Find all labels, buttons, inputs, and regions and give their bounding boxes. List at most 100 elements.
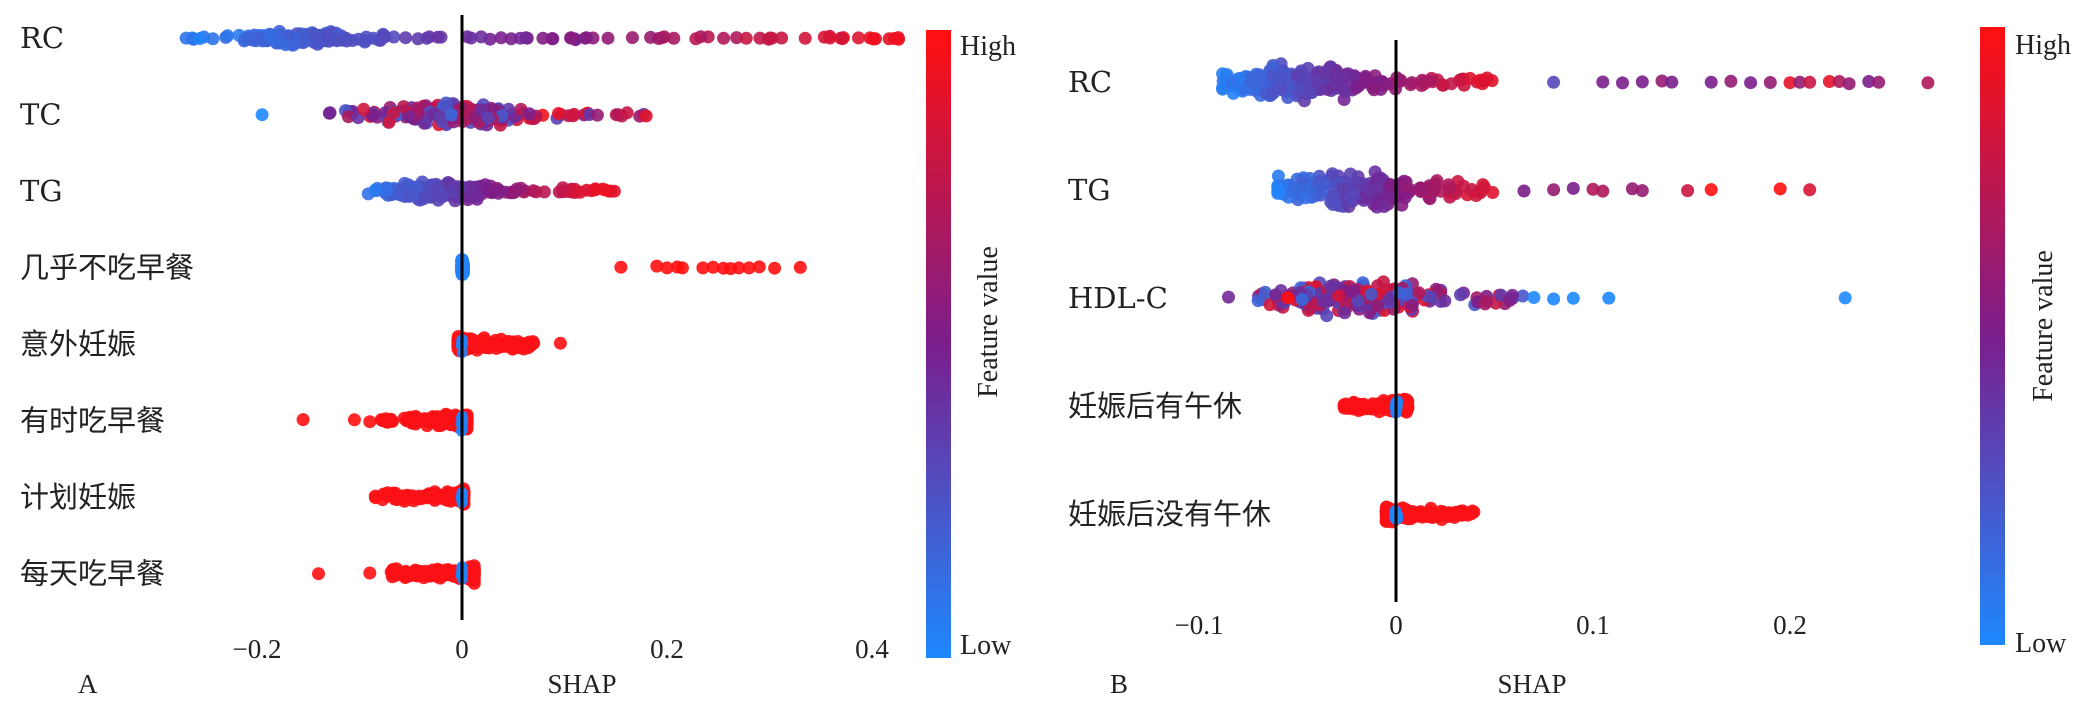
feature-label: 妊娠后有午休: [1068, 389, 1242, 423]
shap-point: [273, 34, 286, 47]
shap-point: [1272, 184, 1286, 198]
panel-a-points: [179, 24, 906, 590]
shap-point: [1325, 167, 1339, 181]
shap-point: [537, 185, 551, 199]
shap-point: [1635, 184, 1649, 198]
shap-point: [1336, 182, 1350, 195]
shap-point: [1351, 294, 1365, 308]
shap-point: [598, 183, 612, 197]
shap-point: [614, 260, 628, 274]
shap-point: [793, 260, 807, 274]
shap-point: [1596, 184, 1610, 198]
shap-point: [1842, 77, 1856, 91]
shap-point: [1299, 191, 1312, 205]
shap-point: [1704, 183, 1718, 197]
shap-point: [752, 260, 766, 274]
shap-point: [579, 31, 593, 45]
shap-point: [241, 32, 255, 46]
shap-point: [775, 31, 789, 45]
shap-point: [556, 181, 570, 195]
shap-point: [1527, 291, 1541, 304]
shap-point: [1596, 75, 1610, 89]
feature-label: 有时吃早餐: [20, 404, 165, 438]
shap-point: [1665, 75, 1679, 89]
panel-b-colorbar-low: Low: [2015, 628, 2067, 659]
feature-label: TG: [1068, 173, 1111, 207]
shap-point: [1367, 83, 1381, 97]
shap-point: [798, 31, 812, 45]
shap-point: [378, 30, 392, 44]
shap-point: [1338, 306, 1352, 320]
shap-point: [1332, 289, 1345, 303]
shap-point: [489, 333, 502, 347]
shap-point: [1304, 301, 1318, 315]
shap-point: [423, 489, 437, 502]
shap-point: [891, 31, 905, 45]
shap-point: [366, 109, 380, 123]
shap-point: [1222, 290, 1235, 304]
shap-point: [1422, 508, 1436, 522]
shap-point: [296, 413, 310, 427]
shap-point: [206, 32, 220, 46]
shap-point: [717, 31, 731, 45]
shap-point: [433, 110, 447, 124]
shap-point: [545, 32, 559, 46]
shap-point: [1436, 78, 1449, 92]
shap-point: [1793, 75, 1807, 89]
shap-point: [429, 563, 443, 577]
shap-point: [433, 414, 447, 428]
shap-point: [381, 488, 395, 501]
shap-point: [1377, 200, 1391, 213]
shap-point: [1392, 513, 1404, 525]
x-tick-label: −0.1: [1175, 610, 1224, 640]
shap-point: [1517, 184, 1531, 198]
panel-b-x-axis-label: SHAP: [1497, 669, 1566, 699]
shap-point: [1362, 184, 1376, 198]
shap-point: [474, 30, 488, 44]
shap-point: [739, 31, 753, 45]
shap-point: [1480, 71, 1494, 85]
shap-point: [1268, 288, 1282, 302]
shap-point: [307, 27, 321, 41]
shap-point: [1310, 75, 1324, 89]
shap-point: [1326, 188, 1340, 202]
shap-point: [696, 261, 710, 275]
shap-point: [1456, 507, 1470, 521]
shap-point: [1349, 81, 1363, 95]
shap-point: [1442, 181, 1456, 195]
shap-point: [1681, 184, 1695, 198]
shap-point: [507, 185, 521, 199]
shap-point: [522, 107, 536, 121]
shap-point: [566, 109, 580, 123]
shap-point: [536, 31, 550, 45]
x-tick-label: 0: [455, 634, 469, 664]
shap-point: [1405, 298, 1419, 312]
shap-point: [397, 492, 411, 505]
shap-point: [706, 260, 720, 274]
shap-point: [1258, 285, 1272, 299]
panel-b-points: [1216, 57, 1935, 529]
shap-point: [411, 492, 425, 505]
x-tick-label: 0.2: [650, 634, 684, 664]
shap-point: [417, 568, 431, 582]
shap-point: [644, 30, 658, 44]
x-tick-label: 0: [1389, 610, 1403, 640]
shap-point: [1635, 75, 1649, 89]
panel-b-label: B: [1110, 669, 1128, 699]
shap-point: [1547, 292, 1561, 306]
shap-point: [1398, 191, 1412, 204]
shap-point: [1347, 395, 1361, 409]
shap-point: [1862, 75, 1876, 88]
x-tick-label: 0.1: [1576, 610, 1610, 640]
shap-point: [625, 31, 639, 45]
shap-point: [357, 102, 371, 116]
panel-b-colorbar-high: High: [2015, 30, 2071, 61]
shap-point: [1271, 169, 1285, 183]
shap-point: [467, 559, 481, 573]
shap-point: [1376, 275, 1390, 289]
shap-point: [1414, 181, 1427, 195]
shap-point: [402, 189, 416, 203]
shap-point: [1516, 289, 1530, 303]
shap-point: [382, 115, 396, 129]
